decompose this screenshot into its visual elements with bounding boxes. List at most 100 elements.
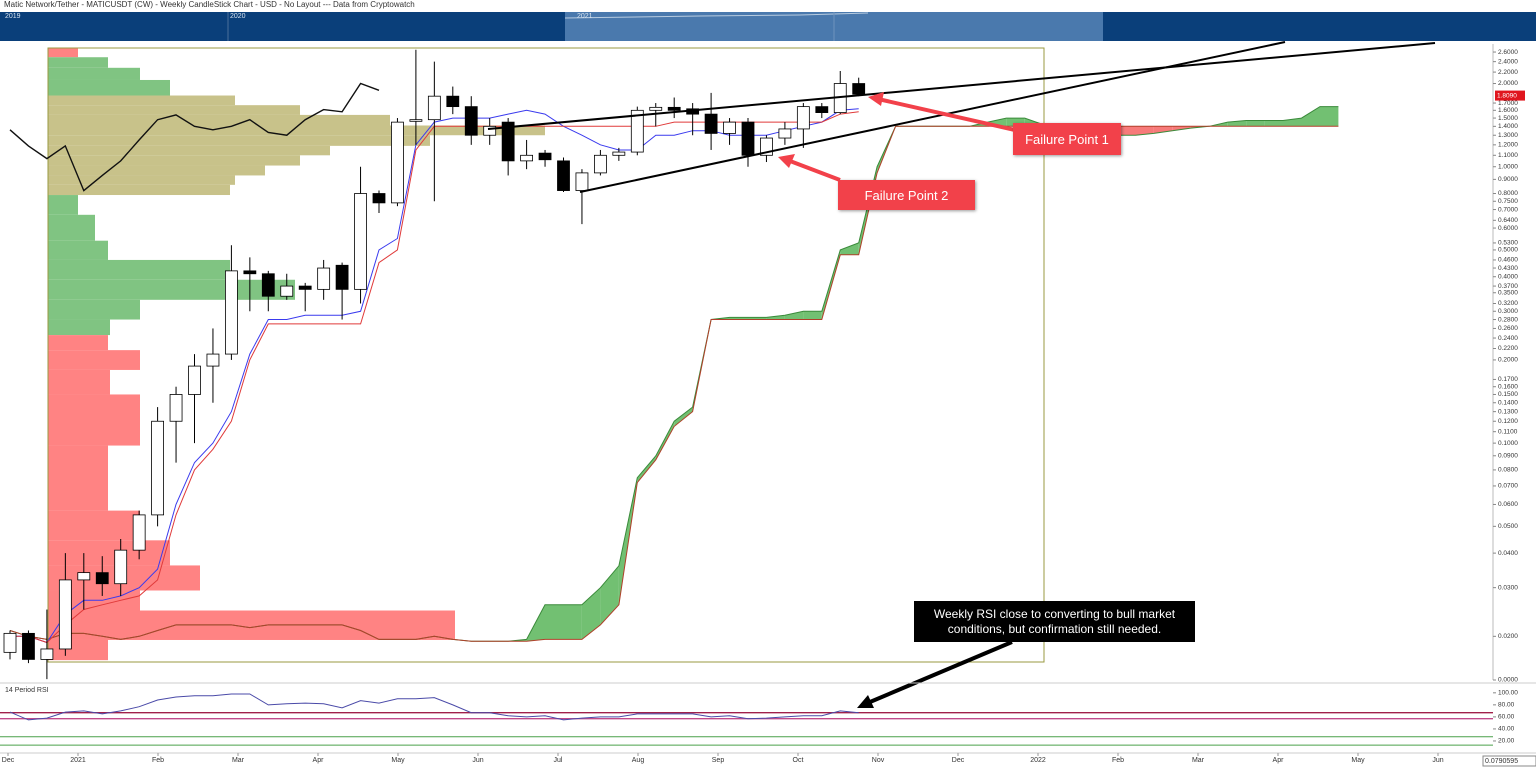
y-tick-label: 40.00 [1498,726,1515,733]
candle-body [298,285,312,290]
navigator-label: 2019 [5,13,21,20]
y-tick-label: 2.6000 [1498,49,1518,56]
volume-profile-bar [48,540,170,566]
candle-body [741,121,755,156]
x-tick-label: Oct [793,757,804,764]
candle-body [132,514,146,551]
cloud-segment [1153,126,1173,134]
corner-box [1482,755,1536,767]
x-tick-label: Feb [152,757,164,764]
cloud-segment [1246,120,1265,127]
y-tick-label: 0.2200 [1498,345,1518,352]
candle-body [427,95,441,121]
y-tick-label: 0.9000 [1498,176,1518,183]
volume-profile-bar [48,67,140,80]
candle-body [630,109,644,153]
volume-profile-bar [48,155,300,166]
cloud-segment [784,311,804,320]
candle-body [391,121,404,204]
y-tick-label: 0.4300 [1498,265,1518,272]
candle-body [483,125,497,136]
candle-body [151,420,165,516]
volume-profile-bar [48,259,230,280]
rsi-title: 14 Period RSI [5,687,49,694]
y-tick-label: 0.1100 [1498,428,1518,435]
x-tick-label: Mar [1192,757,1205,764]
y-tick-label: 0.7500 [1498,198,1518,205]
volume-profile-bar [48,79,170,96]
y-tick-label: 60.00 [1498,714,1515,721]
volume-profile-bar [48,195,78,215]
trend-line [487,42,1436,130]
candle-body [95,572,109,585]
candle-body [77,572,91,581]
candle-body [169,394,183,422]
y-tick-label: 0.1500 [1498,391,1518,398]
candle-body [22,632,35,660]
candle-body [704,113,718,134]
cloud-segment [803,311,822,320]
y-tick-label: 0.0400 [1498,550,1518,557]
x-tick-label: 2021 [70,757,86,764]
volume-profile-bar [48,175,235,185]
candle-body [188,365,201,395]
y-tick-label: 0.0700 [1498,483,1518,490]
candle-body [354,193,367,290]
y-tick-label: 0.4600 [1498,257,1518,264]
volume-profile-bar [48,299,140,320]
candle-body [667,106,681,111]
y-tick-label: 0.2600 [1498,325,1518,332]
y-tick-label: 0.2000 [1498,357,1518,364]
last-price-label: 1.8090 [1497,92,1517,99]
arrow-shaft [789,159,841,182]
y-tick-label: 80.00 [1498,702,1515,709]
x-tick-label: 2022 [1030,757,1046,764]
y-tick-label: 0.5300 [1498,240,1518,247]
y-tick-label: 0.2800 [1498,316,1518,323]
candle-body [3,632,17,653]
y-tick-label: 0.0600 [1498,501,1518,508]
candle-body [280,285,294,297]
candle-body [335,264,349,290]
volume-profile-bar [48,369,110,395]
candle-body [243,270,257,275]
drawings [487,41,1436,708]
navigator-label: 2021 [577,13,593,20]
y-tick-label: 1.3000 [1498,132,1518,139]
y-tick-label: 20.00 [1498,738,1515,745]
volume-profile-bar [48,510,140,541]
y-tick-label: 0.2400 [1498,335,1518,342]
rsi-line [9,693,859,721]
arrow-shaft [877,97,1016,132]
cloud-segment [600,565,619,625]
annotation: Failure Point 2 [838,180,975,210]
arrow-head [778,154,795,168]
y-tick-label: 100.00 [1498,690,1518,697]
candle-body [58,579,72,650]
y-tick-label: 1.7000 [1498,100,1518,107]
volume-profile-bar [48,445,108,511]
volume-profile-bar [48,639,108,661]
y-tick-label: 0.3500 [1498,289,1518,296]
candle-body [464,106,478,136]
volume-profile-bar [48,125,545,136]
y-tick-label: 0.4000 [1498,273,1518,280]
y-tick-label: 0.1700 [1498,376,1518,383]
candle-body [501,121,515,162]
cloud-segment [563,604,582,640]
candle-body [409,119,423,122]
x-tick-label: Apr [313,757,325,764]
y-tick-label: 2.2000 [1498,69,1518,76]
rsi-layer: 100.00 80.00 60.00 40.00 20.00 [0,690,1518,746]
volume-profile-bar [48,145,330,156]
x-tick-label: Aug [632,757,645,764]
x-tick-label: Jun [472,757,483,764]
candle-body [594,154,607,174]
y-tick-label: 1.2000 [1498,142,1518,149]
cloud-segment [729,317,748,320]
cloud-segment [637,455,656,483]
y-tick-label: 0.6400 [1498,217,1518,224]
cloud-segment [1135,126,1154,136]
candle-body [575,172,589,191]
candle-body [649,106,663,111]
